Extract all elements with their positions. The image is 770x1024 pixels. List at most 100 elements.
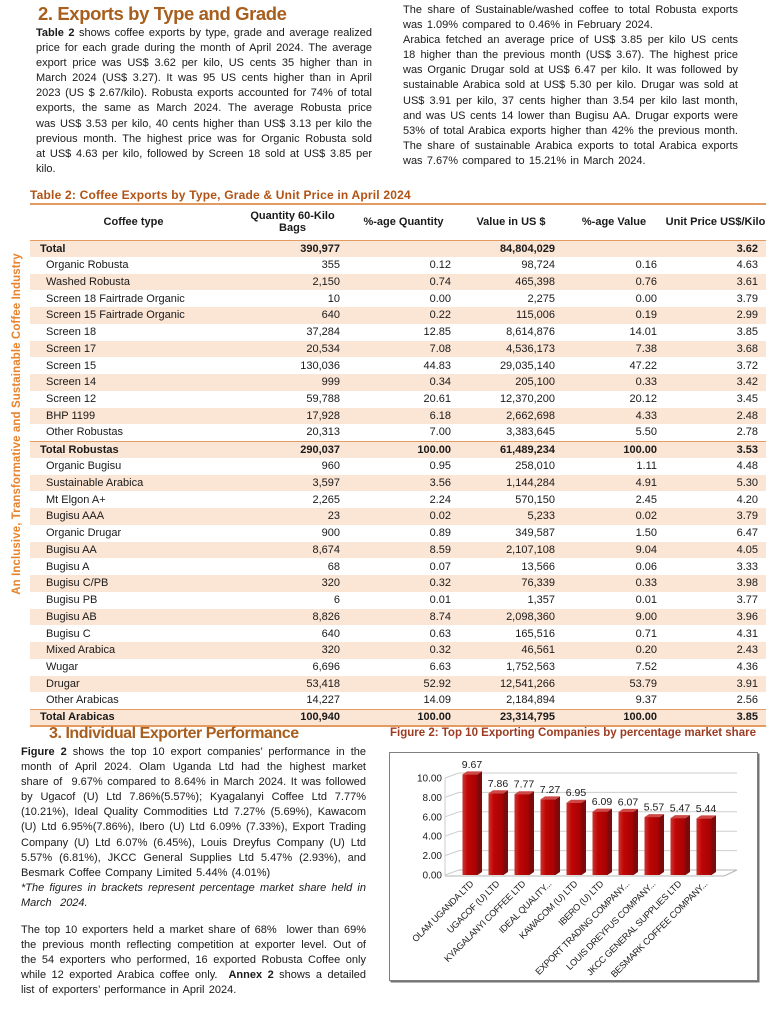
sidewall-gridline bbox=[444, 791, 460, 798]
row-value: 17,928 bbox=[306, 409, 340, 422]
row-value: 10 bbox=[327, 292, 340, 305]
category-label: IBERO (U) LTD bbox=[556, 878, 605, 927]
table-row: Mixed Arabica 320 0.32 46,561 0.20 2.43 bbox=[30, 642, 766, 659]
figure2-chart: 0.00 2.00 4.00 6.00 8.00 10.00 9.67 OLAM UGANDA… bbox=[389, 752, 758, 981]
row-value: 0.19 bbox=[635, 309, 657, 322]
table-row: Total 390,977 84,804,029 3.62 bbox=[30, 240, 766, 257]
row-value: 20.12 bbox=[629, 393, 657, 406]
row-label: Screen 14 bbox=[46, 376, 97, 389]
text-segment: shows coffee exports by type, grade and … bbox=[36, 27, 377, 175]
row-value: 2,265 bbox=[312, 493, 340, 506]
table-row: Bugisu PB 6 0.01 1,357 0.01 3.77 bbox=[30, 592, 766, 609]
row-value: 53,418 bbox=[306, 677, 340, 690]
row-value: 8,826 bbox=[312, 610, 340, 623]
row-value: 14.09 bbox=[423, 694, 451, 707]
row-value: 3.33 bbox=[736, 560, 758, 573]
bar-data-label: 6.09 bbox=[592, 796, 613, 808]
row-label: Total Robustas bbox=[40, 443, 119, 456]
bar-data-label: 7.27 bbox=[540, 784, 561, 796]
row-value: 8.74 bbox=[429, 610, 451, 623]
row-value: 0.32 bbox=[429, 644, 451, 657]
row-label: BHP 1199 bbox=[46, 409, 96, 422]
row-value: 390,977 bbox=[300, 242, 340, 255]
table-header: Coffee type Quantity 60-Kilo Bags %-age Qu… bbox=[30, 204, 766, 240]
paragraph: Arabica fetched an average price of US$ … bbox=[403, 33, 738, 169]
table-row: Screen 18 Fairtrade Organic 10 0.00 2,275 0.… bbox=[30, 290, 766, 307]
category-label: JKCC GENERAL SUPPLIES LTD bbox=[585, 878, 684, 977]
bar-data-label: 5.44 bbox=[696, 803, 717, 815]
row-value: 7.38 bbox=[635, 342, 657, 355]
row-label: Bugisu C/PB bbox=[46, 577, 109, 590]
paragraph: The top 10 exporters held a market share… bbox=[21, 923, 366, 998]
row-value: 0.07 bbox=[429, 560, 451, 573]
bar-data-label: 5.47 bbox=[670, 803, 691, 815]
row-value: 205,100 bbox=[515, 376, 555, 389]
row-value: 2.45 bbox=[635, 493, 657, 506]
bar-top-face bbox=[696, 815, 716, 819]
row-value: 2.43 bbox=[736, 644, 758, 657]
sidewall-gridline bbox=[444, 850, 460, 857]
row-value: 7.08 bbox=[429, 342, 451, 355]
row-value: 68 bbox=[327, 560, 340, 573]
row-value: 3.61 bbox=[736, 275, 758, 288]
row-value: 258,010 bbox=[515, 460, 555, 473]
row-value: 0.06 bbox=[635, 560, 657, 573]
floor-right-slant bbox=[723, 869, 738, 877]
table-row: Screen 15 Fairtrade Organic 640 0.22 115,00… bbox=[30, 307, 766, 324]
row-value: 1,357 bbox=[527, 594, 555, 607]
row-value: 2.24 bbox=[429, 493, 451, 506]
bar-data-label: 9.67 bbox=[462, 759, 483, 771]
bold-text-segment: Figure 2 bbox=[21, 746, 67, 758]
row-label: Bugisu C bbox=[46, 627, 91, 640]
bar bbox=[696, 818, 712, 875]
row-value: 4.05 bbox=[736, 543, 758, 556]
section2-heading: 2. Exports by Type and Grade bbox=[38, 3, 287, 24]
row-value: 3.77 bbox=[736, 594, 758, 607]
row-value: 100.00 bbox=[623, 711, 657, 724]
table-row: Bugisu A 68 0.07 13,566 0.06 3.33 bbox=[30, 558, 766, 575]
row-value: 570,150 bbox=[515, 493, 555, 506]
row-value: 0.22 bbox=[429, 309, 451, 322]
row-value: 640 bbox=[321, 309, 340, 322]
row-value: 0.00 bbox=[635, 292, 657, 305]
row-value: 14.01 bbox=[629, 326, 657, 339]
row-value: 0.01 bbox=[429, 594, 451, 607]
row-value: 290,037 bbox=[300, 443, 340, 456]
row-value: 5,233 bbox=[527, 510, 555, 523]
row-value: 37,284 bbox=[306, 326, 340, 339]
row-value: 999 bbox=[321, 376, 340, 389]
row-value: 8.59 bbox=[429, 543, 451, 556]
bar-side-face bbox=[711, 815, 716, 875]
row-value: 23,314,795 bbox=[499, 711, 555, 724]
row-value: 320 bbox=[321, 577, 340, 590]
text-segment: Arabica fetched an average price of US$ … bbox=[403, 34, 743, 167]
row-value: 4.63 bbox=[736, 259, 758, 272]
row-value: 6 bbox=[333, 594, 340, 607]
bar bbox=[462, 774, 478, 875]
table-row: Bugisu C/PB 320 0.32 76,339 0.33 3.98 bbox=[30, 575, 766, 592]
row-value: 2,662,698 bbox=[506, 409, 555, 422]
bar-side-face bbox=[477, 771, 482, 875]
row-value: 84,804,029 bbox=[499, 242, 555, 255]
table-row: Sustainable Arabica 3,597 3.56 1,144,284 4.9… bbox=[30, 474, 766, 492]
row-value: 98,724 bbox=[521, 259, 555, 272]
row-value: 2,107,108 bbox=[506, 543, 555, 556]
paragraph: Table 2 shows coffee exports by type, gr… bbox=[36, 26, 372, 177]
bar bbox=[644, 817, 660, 875]
bar-side-face bbox=[503, 790, 508, 875]
table-row: Mt Elgon A+ 2,265 2.24 570,150 2.45 4.20 bbox=[30, 491, 766, 508]
row-value: 0.34 bbox=[429, 376, 451, 389]
row-label: Bugisu A bbox=[46, 560, 90, 573]
row-value: 3.85 bbox=[736, 326, 758, 339]
row-label: Organic Robusta bbox=[46, 259, 129, 272]
text-segment: The top 10 exporters held a market share… bbox=[21, 924, 371, 982]
bar-data-label: 5.57 bbox=[644, 802, 665, 814]
row-value: 3.79 bbox=[736, 510, 758, 523]
row-value: 2,098,360 bbox=[506, 610, 555, 623]
table-row: Organic Bugisu 960 0.95 258,010 1.11 4.48 bbox=[30, 458, 766, 475]
row-label: Washed Robusta bbox=[46, 275, 130, 288]
row-value: 0.89 bbox=[429, 527, 451, 540]
row-label: Screen 18 Fairtrade Organic bbox=[46, 292, 185, 305]
row-label: Organic Drugar bbox=[46, 527, 122, 540]
row-value: 9.37 bbox=[635, 694, 657, 707]
